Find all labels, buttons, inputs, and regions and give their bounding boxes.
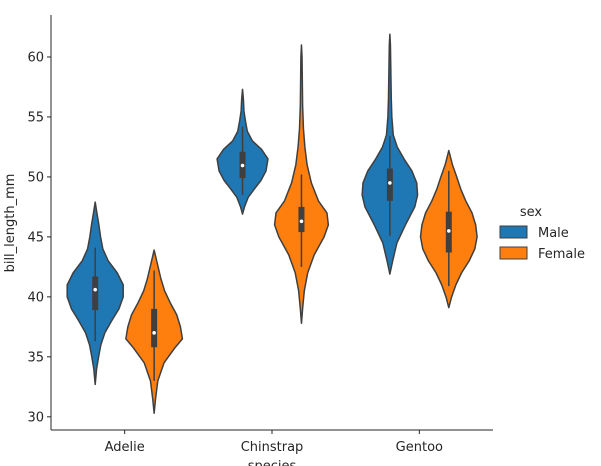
median-dot-gentoo-female	[447, 229, 451, 233]
iqr-box-adelie-male	[92, 276, 99, 311]
x-axis-label: species	[248, 459, 297, 466]
legend-swatch-female	[499, 246, 528, 260]
median-dot-chinstrap-male	[240, 163, 245, 168]
median-dot-chinstrap-female	[299, 219, 304, 224]
x-tick-label-gentoo: Gentoo	[396, 440, 443, 455]
legend-label-male: Male	[538, 226, 569, 241]
y-tick-label: 40	[27, 290, 44, 305]
violins-layer	[66, 33, 478, 414]
y-ticks: 30 35 40 45 50 55 60	[27, 50, 51, 425]
median-dot-adelie-male	[93, 287, 97, 292]
y-tick-label: 60	[27, 50, 44, 65]
y-tick-label: 35	[27, 350, 44, 365]
y-tick-label: 55	[27, 110, 44, 125]
iqr-box-adelie-female	[151, 308, 158, 348]
x-tick-label-adelie: Adelie	[105, 440, 145, 455]
y-tick-label: 50	[27, 170, 44, 185]
axes: 30 35 40 45 50 55 60 Adelie Chinstrap Gentoo	[27, 15, 493, 455]
legend-title: sex	[520, 205, 543, 220]
y-tick-label: 45	[27, 230, 44, 245]
legend-swatch-male	[499, 225, 528, 239]
median-dot-gentoo-male	[388, 181, 392, 185]
y-axis-label: bill_length_mm	[3, 174, 18, 273]
legend: sex Male Female	[499, 205, 585, 262]
legend-label-female: Female	[538, 247, 585, 262]
y-tick-label: 30	[27, 410, 44, 425]
x-ticks: Adelie Chinstrap Gentoo	[105, 430, 443, 455]
median-dot-adelie-female	[152, 331, 156, 335]
x-tick-label-chinstrap: Chinstrap	[241, 440, 304, 455]
